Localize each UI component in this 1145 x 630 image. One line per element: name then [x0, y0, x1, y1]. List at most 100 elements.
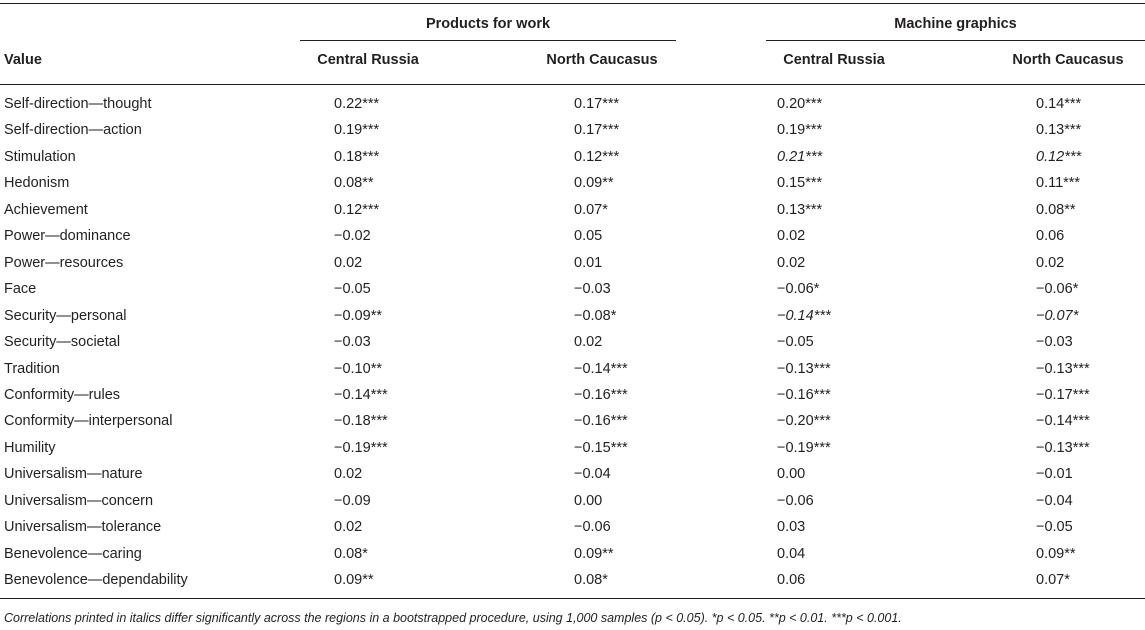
table-cell: 0.01	[574, 254, 603, 271]
group-rule-products-for-work	[300, 40, 676, 41]
table-cell: 0.19***	[777, 122, 823, 139]
table-cell: 0.13***	[777, 201, 823, 218]
row-label: Face	[4, 281, 37, 298]
table-cell: −0.02	[334, 228, 371, 245]
table-cell: −0.05	[1036, 519, 1073, 536]
table-cell: −0.14***	[574, 360, 628, 377]
table-cell: 0.09**	[574, 545, 614, 562]
table-cell: 0.09**	[1036, 545, 1076, 562]
table-cell: −0.16***	[574, 413, 628, 430]
table-cell: −0.03	[1036, 334, 1073, 351]
column-header-value: Value	[4, 52, 42, 68]
row-label: Hedonism	[4, 175, 70, 192]
bottom-rule	[0, 598, 1145, 599]
table-cell: −0.19***	[777, 439, 831, 456]
row-label: Conformity—interpersonal	[4, 413, 173, 430]
table-cell: 0.17***	[574, 96, 620, 112]
table-cell: 0.22***	[334, 96, 380, 112]
table-cell: −0.14***	[1036, 413, 1090, 430]
table-cell: 0.13***	[1036, 122, 1082, 139]
table-cell: 0.21***	[777, 148, 823, 165]
table-cell: 0.20***	[777, 96, 823, 112]
column-header-central-russia-products: Central Russia	[317, 52, 419, 68]
table-cell: −0.14***	[777, 307, 831, 324]
table-cell: 0.17***	[574, 122, 620, 139]
table-footnote: Correlations printed in italics differ s…	[4, 611, 902, 625]
group-header-machine-graphics: Machine graphics	[894, 16, 1017, 32]
group-header-products-for-work: Products for work	[425, 16, 551, 32]
table-cell: 0.12***	[574, 148, 620, 165]
table-cell: −0.16***	[574, 386, 628, 403]
table-cell: −0.04	[1036, 492, 1073, 509]
table-cell: 0.00	[777, 466, 806, 483]
table-cell: 0.02	[334, 519, 363, 536]
table-cell: −0.18***	[334, 413, 388, 430]
table-cell: 0.02	[777, 228, 806, 245]
row-label: Humility	[4, 439, 56, 456]
table-cell: −0.06	[777, 492, 814, 509]
table-cell: −0.15***	[574, 439, 628, 456]
table-cell: 0.09**	[574, 175, 614, 192]
table-cell: 0.03	[777, 519, 806, 536]
table-cell: 0.02	[574, 334, 603, 351]
table-cell: −0.16***	[777, 386, 831, 403]
row-label: Benevolence—dependability	[4, 572, 188, 589]
table-cell: −0.01	[1036, 466, 1073, 483]
table-cell: 0.09**	[334, 572, 374, 589]
table-cell: 0.07*	[574, 201, 608, 218]
table-cell: −0.09	[334, 492, 371, 509]
table-cell: 0.18***	[334, 148, 380, 165]
table-cell: 0.12***	[1036, 148, 1082, 165]
column-header-north-caucasus-products: North Caucasus	[546, 52, 658, 68]
table-cell: 0.06	[777, 572, 806, 589]
row-label: Stimulation	[4, 148, 76, 165]
table-cell: 0.02	[334, 254, 363, 271]
row-label: Security—societal	[4, 334, 121, 351]
row-label: Achievement	[4, 201, 88, 218]
table-cell: 0.06	[1036, 228, 1065, 245]
row-label: Benevolence—caring	[4, 545, 142, 562]
table-cell: 0.02	[334, 466, 363, 483]
table-cell: 0.00	[574, 492, 603, 509]
table-cell: −0.06*	[777, 281, 820, 298]
table-cell: −0.06	[574, 519, 611, 536]
table-cell: −0.06*	[1036, 281, 1079, 298]
table-cell: 0.19***	[334, 122, 380, 139]
top-rule	[0, 3, 1145, 4]
table-cell: −0.09**	[334, 307, 382, 324]
column-header-north-caucasus-graphics: North Caucasus	[1012, 52, 1124, 68]
row-label: Universalism—concern	[4, 492, 154, 509]
table-cell: −0.13***	[1036, 439, 1090, 456]
group-rule-machine-graphics	[766, 40, 1145, 41]
table-cell: 0.14***	[1036, 96, 1082, 112]
table-cell: −0.17***	[1036, 386, 1090, 403]
row-label: Universalism—tolerance	[4, 519, 162, 536]
table-cell: −0.13***	[1036, 360, 1090, 377]
table-cell: 0.08**	[334, 175, 374, 192]
row-label: Self-direction—action	[4, 122, 142, 139]
table-cell: −0.04	[574, 466, 611, 483]
row-label: Power—dominance	[4, 228, 131, 245]
table-cell: 0.08**	[1036, 201, 1076, 218]
table-cell: −0.13***	[777, 360, 831, 377]
row-label: Universalism—nature	[4, 466, 143, 483]
table-cell: −0.05	[334, 281, 371, 298]
table-cell: −0.14***	[334, 386, 388, 403]
table-cell: −0.20***	[777, 413, 831, 430]
table-cell: 0.02	[1036, 254, 1065, 271]
table-cell: 0.07*	[1036, 572, 1070, 589]
table-cell: 0.15***	[777, 175, 823, 192]
table-cell: 0.11***	[1036, 175, 1081, 192]
table-cell: −0.08*	[574, 307, 617, 324]
table-cell: 0.08*	[574, 572, 608, 589]
row-label: Security—personal	[4, 307, 127, 324]
row-label: Power—resources	[4, 254, 124, 271]
row-label: Tradition	[4, 360, 60, 377]
row-label: Conformity—rules	[4, 386, 121, 403]
table-cell: −0.03	[574, 281, 611, 298]
table-cell: 0.04	[777, 545, 806, 562]
table-cell: 0.12***	[334, 201, 380, 218]
row-label: Self-direction—thought	[4, 96, 152, 112]
column-header-central-russia-graphics: Central Russia	[783, 52, 885, 68]
